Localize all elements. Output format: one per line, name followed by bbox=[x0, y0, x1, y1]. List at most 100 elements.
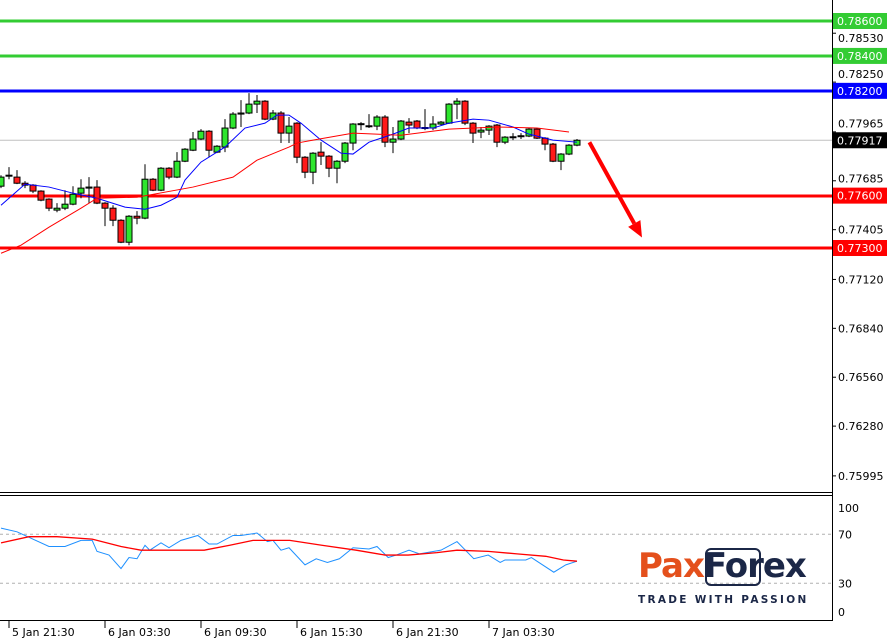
candle-body bbox=[477, 129, 485, 133]
price-tick-label: 0.77405 bbox=[838, 224, 884, 237]
candle bbox=[45, 198, 53, 212]
candle bbox=[157, 167, 165, 192]
candle-body bbox=[5, 174, 13, 177]
candle bbox=[501, 136, 509, 145]
candle bbox=[189, 132, 197, 152]
candle bbox=[93, 180, 101, 205]
candle-body bbox=[197, 130, 205, 140]
candle-body bbox=[573, 139, 581, 146]
candle bbox=[101, 202, 109, 227]
candle-body bbox=[445, 103, 453, 124]
candle bbox=[229, 112, 237, 130]
candle bbox=[5, 167, 13, 180]
price-tag-label: 0.78400 bbox=[837, 50, 883, 63]
oscillator-tick-label: 70 bbox=[838, 528, 852, 541]
candle bbox=[437, 121, 445, 126]
price-tick-label: 0.77120 bbox=[838, 273, 884, 286]
candle bbox=[141, 164, 149, 220]
oscillator-tick-label: 0 bbox=[838, 606, 845, 619]
candle-body bbox=[333, 160, 341, 169]
candle-body bbox=[221, 127, 229, 148]
time-tick-label: 7 Jan 03:30 bbox=[492, 626, 555, 639]
moving-average-line bbox=[0, 114, 578, 210]
time-tick-label: 6 Jan 09:30 bbox=[204, 626, 267, 639]
time-tick-label: 6 Jan 03:30 bbox=[108, 626, 171, 639]
candle bbox=[493, 124, 501, 148]
candle bbox=[13, 170, 21, 185]
candle-body bbox=[205, 130, 213, 151]
price-tag-label: 0.77917 bbox=[837, 134, 883, 147]
candle-body bbox=[149, 178, 157, 191]
candle bbox=[261, 100, 269, 121]
candle-body bbox=[85, 186, 93, 189]
candle bbox=[53, 203, 61, 213]
candle-body bbox=[45, 198, 53, 209]
oscillator-tick-label: 30 bbox=[838, 577, 852, 590]
candle bbox=[325, 155, 333, 178]
candle-body bbox=[317, 151, 325, 157]
candle-body bbox=[381, 116, 389, 143]
candle-body bbox=[53, 207, 61, 211]
price-tick-label: 0.77965 bbox=[838, 117, 884, 130]
candle-body bbox=[61, 203, 69, 209]
candle bbox=[557, 153, 565, 171]
candle bbox=[333, 160, 341, 184]
candle bbox=[61, 190, 69, 211]
candle bbox=[445, 103, 453, 125]
candle bbox=[453, 98, 461, 120]
candle-body bbox=[509, 136, 517, 139]
price-tick-label: 0.76840 bbox=[838, 322, 884, 335]
candle-body bbox=[365, 125, 373, 128]
forecast-arrow-shaft bbox=[587, 141, 637, 225]
candle-body bbox=[181, 148, 189, 162]
price-tick-label: 0.78250 bbox=[838, 68, 884, 81]
main-price-pane bbox=[0, 19, 832, 254]
candle bbox=[237, 100, 245, 127]
candle-body bbox=[261, 100, 269, 120]
price-tag bbox=[833, 82, 887, 99]
candle-body bbox=[245, 103, 253, 114]
candle-body bbox=[69, 193, 77, 205]
candle bbox=[517, 133, 525, 140]
candle bbox=[133, 211, 141, 225]
candle-body bbox=[229, 113, 237, 129]
candle-body bbox=[301, 156, 309, 173]
candle-body bbox=[0, 176, 5, 187]
candle bbox=[205, 130, 213, 158]
candle-body bbox=[253, 100, 261, 105]
candle bbox=[533, 128, 541, 140]
price-tag bbox=[833, 13, 887, 29]
candle bbox=[341, 142, 349, 164]
candle bbox=[181, 148, 189, 163]
price-tag bbox=[833, 132, 887, 149]
price-tick-label: 0.77685 bbox=[838, 173, 884, 186]
candle bbox=[277, 111, 285, 144]
candle bbox=[117, 219, 125, 244]
time-tick-label: 5 Jan 21:30 bbox=[12, 626, 75, 639]
candle bbox=[0, 175, 5, 189]
candle-body bbox=[133, 215, 141, 219]
candle-body bbox=[141, 178, 149, 219]
candle-body bbox=[389, 138, 397, 143]
candle-body bbox=[293, 122, 301, 158]
candle bbox=[245, 93, 253, 115]
candle bbox=[485, 125, 493, 136]
candle-body bbox=[565, 144, 573, 155]
candle bbox=[109, 205, 117, 227]
time-tick-label: 6 Jan 21:30 bbox=[396, 626, 459, 639]
candle bbox=[285, 117, 293, 144]
candle bbox=[85, 177, 93, 204]
candle-body bbox=[517, 135, 525, 138]
oscillator-tick-label: 100 bbox=[838, 502, 859, 515]
price-tag-label: 0.78200 bbox=[837, 85, 883, 98]
candle bbox=[357, 122, 365, 131]
candle-body bbox=[325, 155, 333, 169]
candle bbox=[421, 109, 429, 131]
candle-body bbox=[29, 184, 37, 192]
candle-body bbox=[405, 121, 413, 126]
candle bbox=[165, 167, 173, 180]
candle-body bbox=[165, 167, 173, 178]
